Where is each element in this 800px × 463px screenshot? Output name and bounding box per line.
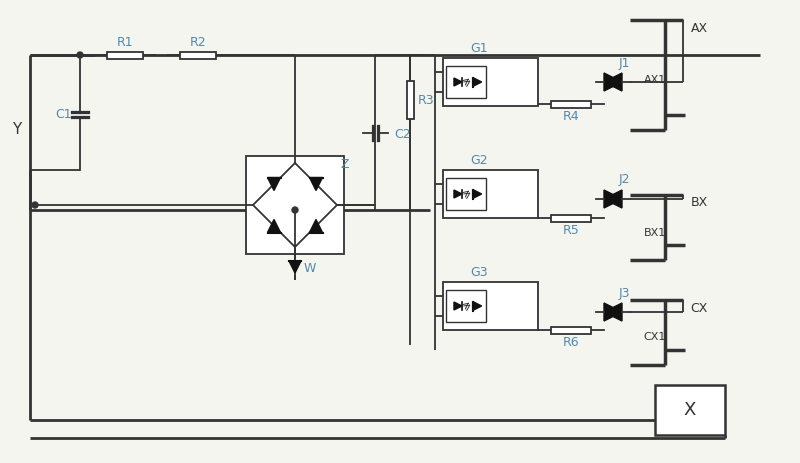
Polygon shape <box>454 302 462 310</box>
Bar <box>443 170 538 218</box>
Bar <box>443 282 538 330</box>
Text: R3: R3 <box>418 94 434 106</box>
Polygon shape <box>604 190 622 208</box>
Bar <box>446 178 486 210</box>
Text: R1: R1 <box>117 36 134 49</box>
Text: R5: R5 <box>562 225 579 238</box>
Polygon shape <box>289 261 301 273</box>
Text: J2: J2 <box>618 174 630 187</box>
Text: G3: G3 <box>470 267 488 280</box>
Polygon shape <box>604 73 622 91</box>
Polygon shape <box>454 190 462 198</box>
Polygon shape <box>604 73 622 91</box>
Polygon shape <box>604 303 622 321</box>
Polygon shape <box>604 303 622 321</box>
Polygon shape <box>267 177 281 190</box>
Text: J1: J1 <box>618 56 630 69</box>
Text: Z: Z <box>341 158 350 171</box>
Bar <box>551 214 590 221</box>
Polygon shape <box>473 301 482 311</box>
Polygon shape <box>310 177 322 190</box>
Polygon shape <box>454 78 462 86</box>
Text: BX: BX <box>690 196 708 209</box>
Circle shape <box>32 202 38 208</box>
Polygon shape <box>604 190 622 208</box>
Text: AX: AX <box>690 21 707 35</box>
Bar <box>446 66 486 98</box>
Text: W: W <box>304 263 316 275</box>
Bar <box>551 100 590 107</box>
Text: R6: R6 <box>562 337 579 350</box>
Bar <box>655 385 725 435</box>
Polygon shape <box>310 219 322 232</box>
Circle shape <box>292 207 298 213</box>
Bar <box>180 51 216 58</box>
Text: CX: CX <box>690 301 708 314</box>
Text: R2: R2 <box>190 36 206 49</box>
Text: J3: J3 <box>618 287 630 300</box>
Text: CX1: CX1 <box>644 332 666 343</box>
Bar <box>551 326 590 333</box>
Text: G1: G1 <box>470 43 488 56</box>
Text: X: X <box>684 401 696 419</box>
Polygon shape <box>267 219 281 232</box>
Text: AX1: AX1 <box>644 75 666 85</box>
Bar <box>446 290 486 322</box>
Text: R4: R4 <box>562 111 579 124</box>
Bar <box>246 156 344 254</box>
Text: C1: C1 <box>56 107 72 120</box>
Bar <box>107 51 143 58</box>
Bar <box>443 58 538 106</box>
Text: BX1: BX1 <box>644 227 666 238</box>
Text: G2: G2 <box>470 155 488 168</box>
Text: Y: Y <box>12 123 22 138</box>
Polygon shape <box>473 77 482 87</box>
Circle shape <box>77 52 83 58</box>
Text: C2: C2 <box>394 128 411 141</box>
Bar <box>406 81 414 119</box>
Polygon shape <box>473 189 482 199</box>
